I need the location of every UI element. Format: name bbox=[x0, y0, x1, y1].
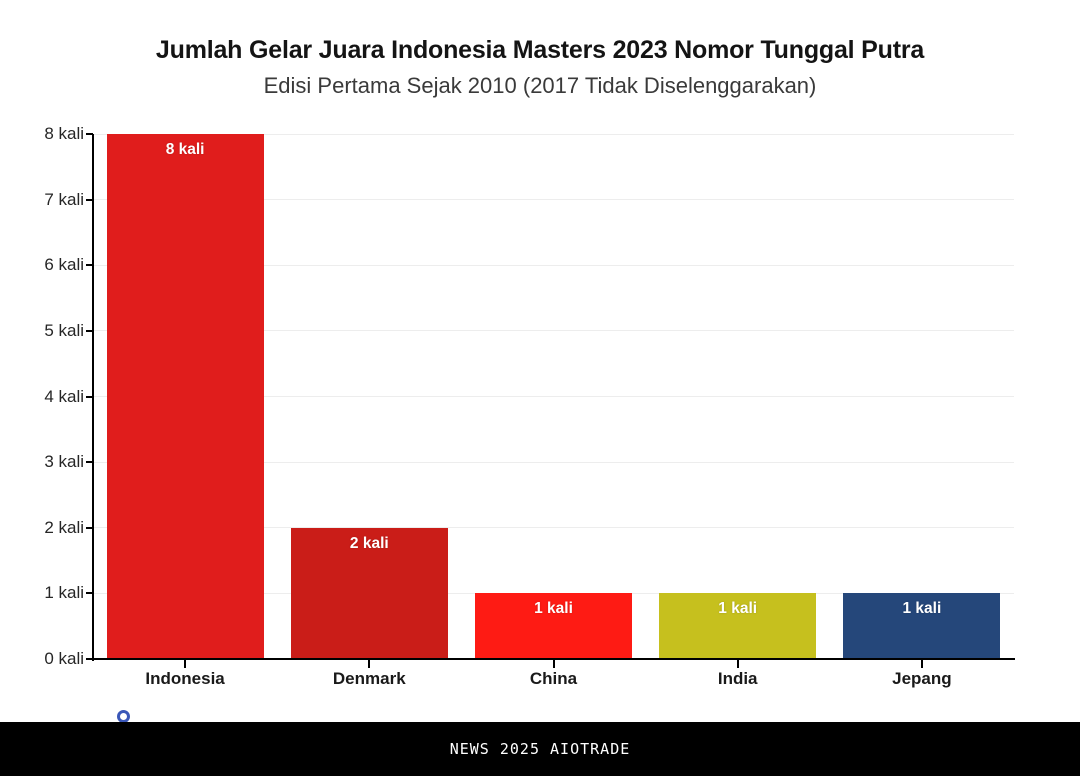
bar-value-label: 8 kali bbox=[165, 141, 205, 158]
x-axis-tick bbox=[552, 660, 555, 668]
y-axis-tick bbox=[86, 133, 93, 135]
y-axis-tick bbox=[86, 395, 93, 398]
x-category-label: China bbox=[529, 669, 578, 688]
chart-title: Jumlah Gelar Juara Indonesia Masters 202… bbox=[155, 36, 925, 64]
gridline bbox=[93, 264, 1014, 266]
y-axis-tick bbox=[86, 264, 93, 267]
gridline bbox=[93, 396, 1014, 397]
gridline bbox=[93, 199, 1014, 201]
x-axis-tick bbox=[736, 660, 739, 668]
y-axis-tick bbox=[86, 592, 93, 595]
gridline bbox=[93, 133, 1014, 135]
chart-subtitle: Edisi Pertama Sejak 2010 (2017 Tidak Dis… bbox=[263, 73, 817, 98]
bar-india bbox=[659, 593, 817, 659]
gridline bbox=[93, 527, 1014, 529]
x-category-label: Indonesia bbox=[145, 669, 225, 688]
y-axis-tick bbox=[86, 329, 93, 332]
bar-indonesia bbox=[106, 134, 264, 659]
y-axis-tick bbox=[86, 658, 93, 660]
x-category-label: Jepang bbox=[892, 669, 952, 688]
bar-value-label: 1 kali bbox=[718, 600, 758, 618]
x-axis-tick bbox=[920, 660, 923, 668]
x-axis-tick bbox=[184, 660, 187, 668]
bar-value-label: 1 kali bbox=[534, 600, 573, 618]
y-tick-label: 1 kali bbox=[44, 583, 84, 603]
bar-denmark bbox=[290, 527, 448, 659]
bar-value-label: 2 kali bbox=[349, 534, 389, 552]
y-axis-tick bbox=[86, 461, 93, 464]
footer-watermark-bar: NEWS 2025 AIOTRADE bbox=[0, 722, 1080, 776]
y-tick-label: 5 kali bbox=[44, 320, 84, 340]
y-tick-label: 7 kali bbox=[44, 189, 84, 209]
y-tick-label: 0 kali bbox=[44, 649, 84, 668]
x-axis-line bbox=[92, 658, 1015, 660]
x-category-label: India bbox=[717, 669, 758, 688]
y-axis-line bbox=[92, 134, 94, 661]
y-tick-label: 4 kali bbox=[44, 386, 84, 406]
bar-jepang bbox=[843, 593, 1001, 659]
y-tick-label: 3 kali bbox=[44, 452, 84, 472]
y-tick-label: 2 kali bbox=[44, 517, 84, 537]
gridline bbox=[93, 330, 1014, 332]
bar-value-label: 1 kali bbox=[902, 600, 942, 618]
footer-watermark-text: NEWS 2025 AIOTRADE bbox=[449, 740, 631, 758]
x-axis-tick bbox=[368, 660, 371, 668]
y-axis-tick bbox=[86, 198, 93, 201]
person-ring-icon bbox=[117, 710, 130, 723]
bar-china bbox=[475, 593, 632, 659]
gridline bbox=[93, 461, 1014, 463]
y-tick-label: 8 kali bbox=[44, 124, 84, 143]
x-category-label: Denmark bbox=[332, 669, 406, 688]
y-tick-label: 6 kali bbox=[44, 255, 84, 275]
y-axis-tick bbox=[86, 526, 93, 529]
